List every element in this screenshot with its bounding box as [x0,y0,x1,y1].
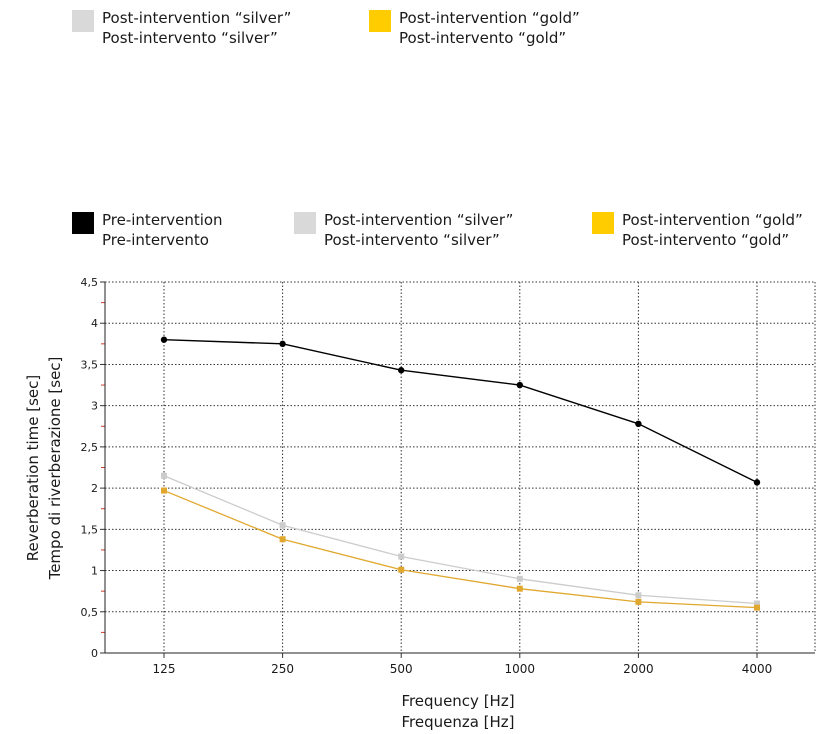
y-tick-label: 4,5 [81,276,99,289]
data-point-pre [516,381,523,389]
data-point-1 [754,600,760,607]
data-point-pre [398,367,405,374]
x-tick-label: 125 [153,662,176,676]
legend-label-it: Post-intervento “gold” [622,231,790,249]
y-tick-label: 1,5 [81,523,99,536]
data-point-1 [279,522,286,529]
data-point-pre [279,340,286,348]
chart-labels: 0 0,5 1 1,5 2 2,5 3 3,5 4 4,5 125 250 500 1000 2000 400… [81,276,773,676]
data-point-2 [398,566,405,573]
data-point-2 [635,598,642,605]
data-point-1 [635,592,642,599]
y-tick-label: 1 [91,565,98,578]
x-tick-label: 4000 [742,662,773,676]
legend-swatch-gold [369,10,391,32]
x-tick-label: 500 [390,662,413,676]
legend-label-it: Post-intervento “gold” [399,29,567,47]
y-tick-label: 0,5 [81,606,99,619]
x-tick-label: 250 [271,662,294,676]
y-tick-label: 4 [91,317,98,330]
y-tick-label: 3,5 [81,358,99,371]
chart-legend-item-silver: Post-intervention “silver” Post-interven… [294,210,513,250]
y-tick-label: 3 [91,400,98,413]
legend-label-it: Post-intervento “silver” [102,29,278,47]
y-axis-title-en: Reverberation time [sec] [24,375,42,562]
data-point-pre [635,420,642,428]
legend-label-en: Post-intervention “silver” [324,211,514,229]
legend-swatch-gold [592,212,614,234]
y-tick-label: 2 [91,482,98,495]
top-legend-item-silver: Post-intervention “silver” Post-interven… [72,8,291,48]
x-axis-title-en: Frequency [Hz] [401,692,514,710]
legend-label-en: Post-intervention “gold” [399,9,580,27]
data-point-1 [398,553,405,560]
legend-swatch-silver [72,10,94,32]
data-point-2 [516,585,523,592]
series-line-0 [163,339,758,483]
data-point-1 [161,472,167,479]
y-tick-label: 0 [91,647,98,660]
series-lines [163,339,758,609]
chart-axes [100,281,815,658]
x-tick-label: 1000 [505,662,536,676]
series-line-1 [163,475,758,605]
legend-label-it: Post-intervento “silver” [324,231,500,249]
x-axis-title-it: Frequenza [Hz] [401,713,514,731]
chart-legend-item-pre: Pre-intervention Pre-intervento [72,210,223,250]
legend-label-it: Pre-intervento [102,231,209,249]
chart-grid [105,281,816,653]
data-point-pre [753,479,761,486]
y-tick-label: 2,5 [81,441,99,454]
legend-swatch-silver [294,212,316,234]
x-tick-label: 2000 [623,662,654,676]
series-line-2 [163,489,758,609]
data-point-2 [754,604,760,611]
y-axis-title-it: Tempo di riverberazione [sec] [46,357,64,581]
legend-label-en: Post-intervention “silver” [102,9,292,27]
chart-legend-item-gold: Post-intervention “gold” Post-intervento… [592,210,803,250]
top-legend-item-gold: Post-intervention “gold” Post-intervento… [369,8,580,48]
series-points [160,336,761,611]
data-point-2 [279,536,286,543]
legend-label-en: Post-intervention “gold” [622,211,803,229]
data-point-1 [516,575,523,582]
legend-swatch-pre [72,212,94,234]
data-point-2 [161,487,167,494]
data-point-pre [160,336,168,343]
legend-label-en: Pre-intervention [102,211,223,229]
